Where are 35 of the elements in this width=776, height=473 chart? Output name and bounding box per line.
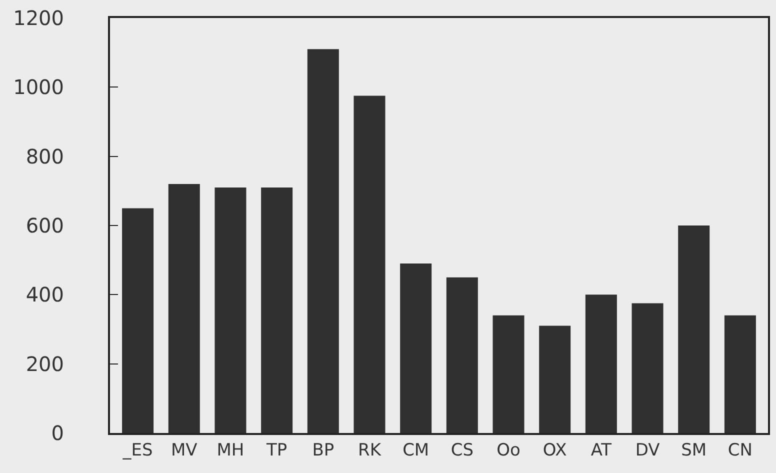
y-tick-label: 1000 (13, 75, 64, 100)
bar (724, 315, 756, 433)
bar (261, 187, 293, 433)
x-tick-label: MH (216, 440, 244, 460)
y-tick-label: 400 (26, 282, 64, 307)
y-tick-label: 200 (26, 352, 64, 376)
bar (492, 315, 524, 433)
x-tick-label: Oo (496, 440, 520, 460)
bar (168, 184, 200, 433)
bar (400, 264, 432, 433)
bar (354, 96, 386, 433)
bar (307, 49, 339, 433)
x-tick-label: CS (450, 440, 474, 460)
x-tick-label: BP (312, 440, 334, 460)
x-tick-label: TP (266, 440, 288, 460)
x-tick-label: SM (681, 440, 707, 460)
bar (214, 187, 246, 433)
x-tick-label: DV (635, 440, 660, 460)
x-tick-label: RK (358, 440, 382, 460)
x-tick-label: AT (590, 440, 612, 460)
bar (678, 226, 710, 433)
bar (446, 277, 478, 433)
bar (632, 303, 664, 433)
x-tick-label: CM (402, 440, 430, 460)
y-tick-label: 600 (26, 214, 64, 238)
x-tick-label: MV (170, 440, 198, 460)
bar (122, 208, 154, 433)
bar (585, 294, 617, 433)
y-tick-label: 0 (51, 421, 64, 445)
x-tick-label: OX (542, 440, 568, 460)
bar (539, 326, 571, 433)
y-tick-label: 800 (26, 144, 64, 168)
x-tick-label: CN (728, 440, 752, 460)
y-tick-label: 1200 (13, 6, 64, 30)
x-tick-label: _ES (122, 440, 153, 460)
